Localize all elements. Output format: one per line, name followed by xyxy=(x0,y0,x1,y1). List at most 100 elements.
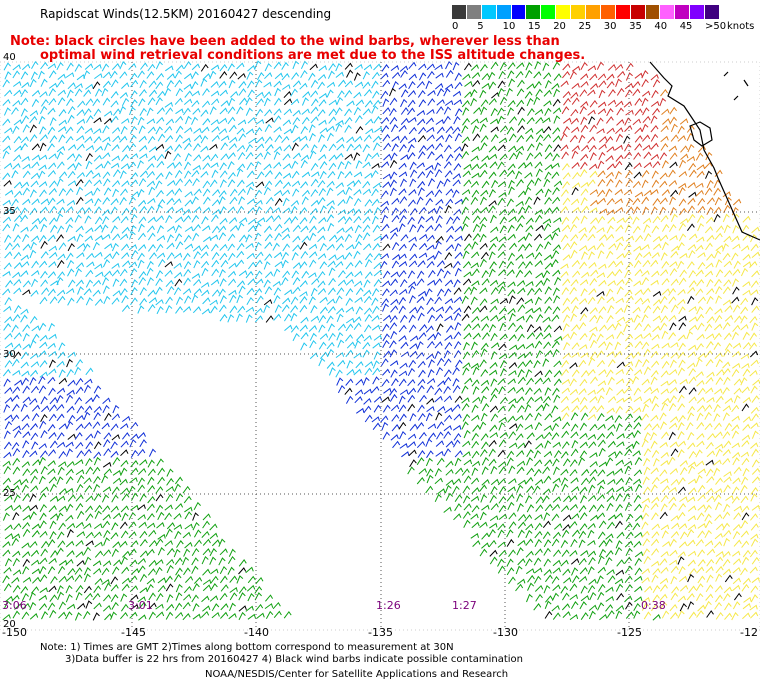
wind-barb xyxy=(461,150,469,159)
wind-barb xyxy=(210,575,219,584)
wind-barb xyxy=(390,369,398,378)
wind-barb xyxy=(481,441,489,450)
wind-barb xyxy=(155,126,163,135)
wind-barb xyxy=(454,108,463,117)
wind-barb xyxy=(614,468,624,475)
wind-barb xyxy=(489,393,498,403)
wind-barb xyxy=(2,477,11,485)
wind-barb xyxy=(93,441,102,450)
wind-barb xyxy=(605,334,615,341)
wind-barb xyxy=(166,522,176,530)
wind-barb xyxy=(425,325,434,333)
wind-barb xyxy=(552,287,560,296)
wind-barb xyxy=(129,477,138,484)
legend-label: 20 xyxy=(553,21,566,32)
wind-barb xyxy=(76,118,86,125)
wind-barb xyxy=(175,64,185,72)
wind-barb xyxy=(148,559,157,567)
wind-barb xyxy=(695,460,705,467)
wind-barb xyxy=(173,262,182,269)
wind-barb xyxy=(146,205,155,214)
wind-barb xyxy=(290,88,298,97)
wind-barb xyxy=(354,115,363,123)
wind-barb xyxy=(444,83,454,90)
wind-barb xyxy=(137,565,146,574)
wind-barb xyxy=(571,150,579,159)
wind-barb xyxy=(434,468,442,477)
wind-barb xyxy=(445,153,454,162)
wind-barb xyxy=(707,432,716,441)
wind-barb xyxy=(12,64,21,71)
wind-barb xyxy=(543,569,552,576)
wind-barb xyxy=(526,485,535,493)
wind-barb xyxy=(660,503,668,512)
wind-barb xyxy=(58,342,66,351)
wind-barb xyxy=(525,217,534,225)
wind-barb xyxy=(101,63,110,72)
wind-barb xyxy=(642,144,651,151)
wind-barb xyxy=(398,124,407,132)
wind-barb xyxy=(175,115,184,123)
wind-barb xyxy=(580,188,589,196)
wind-barb xyxy=(581,271,590,279)
wind-barb xyxy=(371,324,381,331)
wind-barb xyxy=(569,241,578,250)
wind-barb xyxy=(139,107,147,116)
wind-barb xyxy=(498,386,506,395)
wind-barb xyxy=(102,233,111,240)
wind-barb xyxy=(562,254,571,261)
wind-barb xyxy=(47,288,56,296)
wind-barb xyxy=(471,379,480,387)
wind-barb xyxy=(175,178,184,186)
wind-barb xyxy=(552,496,562,503)
wind-barb xyxy=(706,475,715,484)
wind-barb xyxy=(400,233,409,242)
wind-barb xyxy=(209,595,219,602)
wind-barb xyxy=(200,251,209,259)
wind-barb xyxy=(65,468,74,476)
wind-barb xyxy=(587,539,596,546)
wind-barb xyxy=(67,235,76,242)
wind-barb xyxy=(345,378,354,386)
wind-barb xyxy=(641,521,649,530)
wind-barb xyxy=(39,603,48,611)
wind-barb xyxy=(409,207,418,216)
wind-barb xyxy=(39,341,48,349)
wind-barb xyxy=(119,233,129,240)
wind-barb xyxy=(139,286,147,296)
wind-barb xyxy=(560,395,569,403)
wind-barb xyxy=(490,478,500,486)
wind-speed-color-legend xyxy=(452,5,721,19)
wind-barb xyxy=(670,304,679,313)
wind-barb xyxy=(75,377,84,386)
wind-barb xyxy=(697,530,706,538)
wind-barb xyxy=(92,81,101,90)
wind-barb xyxy=(112,404,120,414)
wind-barb xyxy=(76,559,85,567)
wind-barb xyxy=(382,173,392,180)
wind-barb xyxy=(20,478,29,486)
wind-barb xyxy=(40,413,48,423)
wind-barb xyxy=(534,514,543,521)
wind-barb xyxy=(615,179,623,188)
wind-barb xyxy=(668,368,678,376)
wind-barb xyxy=(479,449,488,457)
wind-barb xyxy=(589,405,597,414)
wind-barb xyxy=(751,226,760,234)
wind-barb xyxy=(264,72,273,80)
wind-barb xyxy=(560,189,569,197)
wind-barb xyxy=(345,297,353,306)
wind-barb xyxy=(543,475,552,484)
wind-barb xyxy=(408,324,417,333)
wind-barb xyxy=(436,99,445,106)
wind-barb xyxy=(534,296,542,306)
wind-barb xyxy=(4,189,14,196)
wind-barb xyxy=(371,162,380,169)
wind-barb xyxy=(436,431,444,440)
wind-barb xyxy=(166,564,174,574)
wind-barb xyxy=(489,279,499,287)
wind-barb xyxy=(264,603,274,610)
wind-barb xyxy=(677,556,685,565)
wind-barb xyxy=(13,119,23,126)
wind-barb xyxy=(427,178,436,187)
